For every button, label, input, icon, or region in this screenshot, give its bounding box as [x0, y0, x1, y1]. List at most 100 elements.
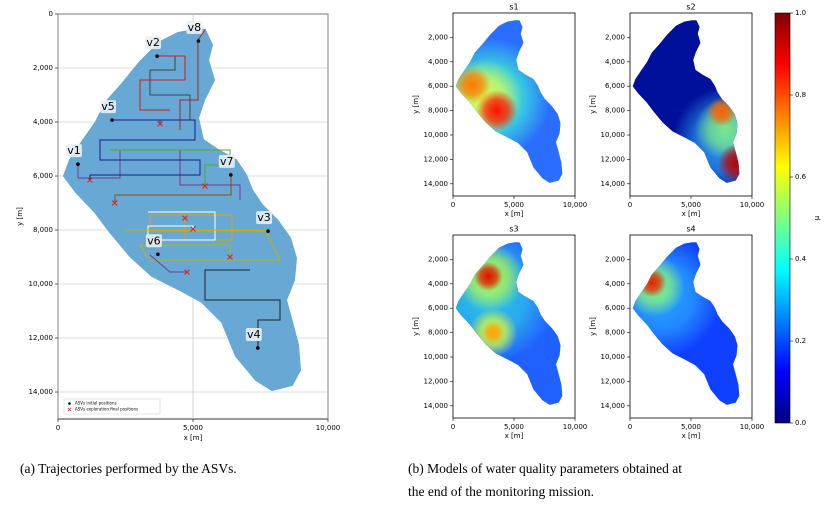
panel-title: s1	[509, 3, 518, 12]
legend-label: ASVs exploration final positions	[75, 407, 138, 412]
y-tick-label: 6,000	[428, 82, 448, 90]
point-label: v8	[188, 21, 202, 34]
y-tick-label: 8,000	[605, 107, 625, 115]
y-tick-label: 6,000	[605, 304, 625, 312]
y-tick-label: 8,000	[605, 329, 625, 337]
y-tick-label: 2,000	[605, 33, 625, 41]
trajectory	[125, 229, 281, 261]
y-tick-label: 10,000	[601, 353, 626, 361]
point-label: v1	[67, 144, 81, 157]
initial-position	[266, 229, 270, 233]
y-tick-label: 2,000	[428, 33, 448, 41]
final-position	[87, 177, 93, 183]
colorbar-tick-label: 0.6	[795, 173, 807, 181]
x-axis-label: x [m]	[682, 432, 701, 440]
initial-position	[156, 252, 160, 257]
trajectory	[114, 175, 232, 203]
colorbar	[774, 12, 791, 424]
y-tick-label: 8,000	[428, 107, 448, 115]
x-tick-label: 10,000	[563, 423, 588, 431]
x-tick-label: 10,000	[740, 201, 765, 209]
x-tick-label: 5,000	[504, 201, 524, 209]
trajectory	[149, 254, 187, 273]
x-tick-label: 10,000	[316, 424, 341, 432]
trajectory	[89, 119, 201, 180]
y-axis-label: y [m]	[16, 207, 24, 226]
panel-title: s2	[686, 3, 695, 12]
x-tick-label: 0	[628, 201, 632, 209]
legend-box	[63, 398, 161, 415]
point-label-box	[245, 327, 262, 341]
y-tick-label: 12,000	[29, 334, 54, 342]
x-tick-label: 5,000	[504, 423, 524, 431]
y-tick-label: 14,000	[424, 180, 449, 188]
colorbar-tick-label: 0.8	[795, 91, 806, 99]
y-tick-label: 4,000	[605, 58, 625, 66]
x-axis-label: x [m]	[505, 432, 524, 440]
final-position	[190, 226, 196, 232]
y-tick-label: 2,000	[428, 255, 448, 263]
y-tick-label: 12,000	[424, 155, 449, 163]
y-tick-label: 10,000	[424, 353, 449, 361]
y-tick-label: 8,000	[428, 329, 448, 337]
heatmap-spot	[455, 66, 491, 104]
y-tick-label: 4,000	[33, 118, 53, 126]
legend-marker	[67, 407, 72, 412]
initial-position	[229, 173, 233, 177]
point-label-box	[145, 36, 162, 50]
x-tick-label: 5,000	[681, 423, 701, 431]
legend-label: ASVs initial positions	[75, 401, 117, 406]
point-label-box	[186, 21, 203, 34]
trajectory	[139, 55, 186, 111]
final-position	[157, 121, 163, 127]
point-label: v3	[257, 211, 271, 224]
x-tick-label: 10,000	[740, 423, 765, 431]
y-tick-label: 10,000	[601, 131, 626, 139]
y-tick-label: 6,000	[605, 82, 625, 90]
x-tick-label: 5,000	[183, 424, 203, 432]
y-tick-label: 4,000	[428, 58, 448, 66]
x-tick-label: 10,000	[563, 201, 588, 209]
final-position	[184, 269, 190, 275]
x-tick-label: 0	[451, 423, 455, 431]
x-axis-label: x [m]	[505, 210, 524, 218]
final-position	[111, 200, 118, 206]
panel-title: s3	[509, 225, 518, 234]
final-position	[202, 183, 208, 189]
trajectory	[204, 269, 281, 348]
legend-marker	[68, 402, 71, 405]
trajectory	[179, 29, 206, 130]
y-tick-label: 12,000	[601, 377, 626, 385]
y-tick-label: 4,000	[428, 280, 448, 288]
heatmap-spot	[476, 89, 518, 132]
colorbar-tick-label: 0.2	[795, 337, 806, 345]
initial-position	[110, 118, 114, 122]
final-position	[227, 254, 233, 260]
heatmap-spot	[717, 143, 740, 183]
point-label-box	[256, 211, 273, 225]
y-tick-label: 12,000	[601, 155, 626, 163]
y-tick-label: 6,000	[33, 172, 53, 180]
y-tick-label: 14,000	[424, 402, 449, 410]
colorbar-label: μ	[813, 215, 821, 220]
y-tick-label: 2,000	[33, 64, 53, 72]
point-label-box	[145, 234, 162, 248]
x-tick-label: 5,000	[681, 201, 701, 209]
panel-title: s4	[686, 225, 695, 234]
x-axis-label: x [m]	[184, 434, 203, 442]
y-axis-label: y [m]	[412, 95, 420, 114]
initial-position	[155, 54, 159, 58]
colorbar-tick-label: 0.0	[795, 419, 806, 427]
point-label: v7	[220, 155, 234, 168]
point-label-box	[65, 144, 82, 158]
y-tick-label: 10,000	[424, 131, 449, 139]
initial-position	[196, 39, 201, 43]
x-axis-label: x [m]	[682, 210, 701, 218]
y-tick-label: 8,000	[33, 226, 53, 234]
point-label: v2	[146, 36, 160, 49]
x-tick-label: 0	[451, 201, 455, 209]
y-tick-label: 10,000	[29, 280, 54, 288]
y-axis-label: y [m]	[412, 317, 420, 336]
point-label: v6	[147, 234, 161, 247]
